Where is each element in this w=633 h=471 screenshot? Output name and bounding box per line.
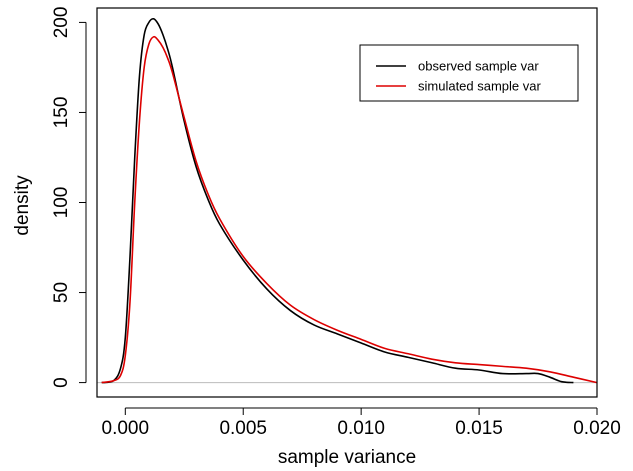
y-tick-label: 100 xyxy=(51,187,72,219)
x-tick-label: 0.000 xyxy=(102,418,150,439)
x-tick-label: 0.020 xyxy=(573,418,621,439)
x-tick-label: 0.015 xyxy=(455,418,503,439)
y-tick-label: 50 xyxy=(51,282,72,303)
x-tick-label: 0.010 xyxy=(337,418,385,439)
plot-frame xyxy=(96,7,598,398)
y-tick-label: 200 xyxy=(51,7,72,39)
x-axis: 0.000 0.005 0.010 0.015 0.020 xyxy=(102,407,621,439)
y-axis-label: density xyxy=(12,175,33,236)
series-layer xyxy=(101,17,598,384)
legend-box xyxy=(359,44,579,102)
y-axis: 0 50 100 150 200 xyxy=(51,7,87,388)
y-tick-label: 150 xyxy=(51,97,72,129)
legend-label-simulated: simulated sample var xyxy=(418,79,541,94)
x-tick-label: 0.005 xyxy=(219,418,267,439)
series-line-observed xyxy=(101,17,574,384)
y-tick-label: 0 xyxy=(51,377,72,388)
x-axis-label: sample variance xyxy=(278,447,416,468)
series-line-simulated xyxy=(101,35,598,384)
legend-label-observed: observed sample var xyxy=(418,59,539,74)
legend: observed sample var simulated sample var xyxy=(359,44,579,102)
